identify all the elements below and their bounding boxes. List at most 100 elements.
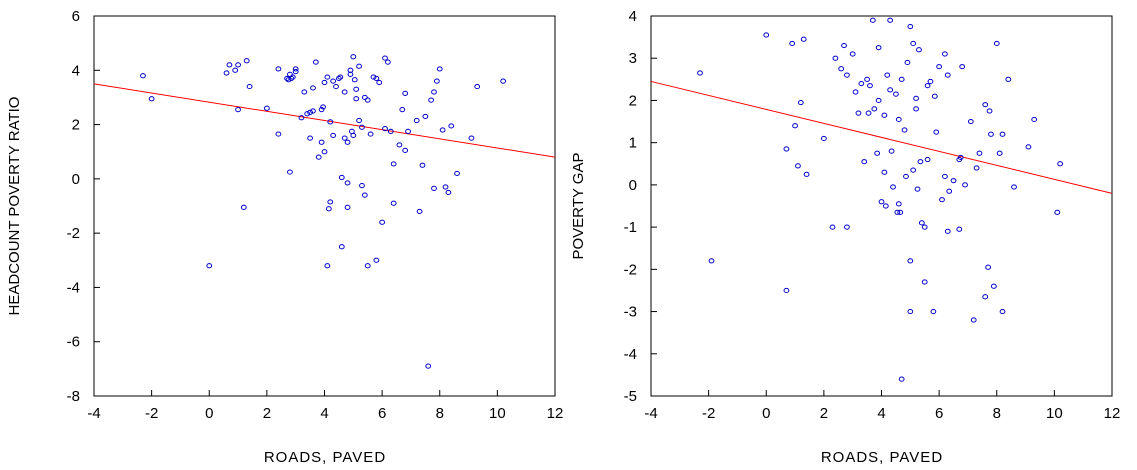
- scatter-point: [320, 104, 326, 110]
- scatter-point: [454, 170, 460, 177]
- scatter-point: [356, 63, 362, 69]
- scatter-point: [946, 188, 953, 194]
- scatter-point: [310, 108, 316, 114]
- scatter-point: [973, 165, 980, 171]
- scatter-points-group: [697, 17, 1064, 382]
- scatter-point: [893, 91, 899, 97]
- scatter-point: [898, 76, 905, 82]
- scatter-point: [376, 79, 383, 86]
- scatter-point: [921, 279, 928, 285]
- scatter-point: [431, 185, 437, 191]
- scatter-point: [881, 169, 888, 175]
- scatter-point: [936, 64, 943, 70]
- scatter-point: [243, 58, 250, 64]
- scatter-point: [364, 263, 371, 269]
- y-tick-label: 1: [629, 135, 637, 152]
- scatter-point: [315, 154, 322, 160]
- scatter-point: [336, 75, 342, 82]
- scatter-point: [324, 74, 331, 80]
- x-axis-title: ROADS, PAVED: [821, 449, 943, 466]
- scatter-point: [226, 62, 233, 68]
- scatter-point: [275, 66, 282, 72]
- scatter-point: [783, 287, 790, 294]
- scatter-point: [307, 135, 313, 141]
- scatter-point: [985, 264, 992, 270]
- fit-line-group: [93, 83, 556, 158]
- scatter-point: [361, 192, 368, 198]
- scatter-point: [390, 161, 397, 167]
- scatter-point: [941, 173, 948, 180]
- y-tick-label: -5: [624, 388, 637, 405]
- scatter-point: [990, 283, 997, 289]
- scatter-point: [803, 171, 810, 177]
- x-tick-label: 12: [547, 405, 564, 422]
- scatter-point: [436, 66, 443, 72]
- scatter-point: [367, 131, 374, 137]
- scatter-point: [428, 97, 435, 103]
- fit-line: [650, 80, 1113, 194]
- scatter-point: [390, 200, 397, 206]
- scatter-point: [829, 224, 836, 230]
- scatter-point: [348, 128, 355, 134]
- scatter-point: [338, 244, 345, 250]
- scatter-point: [384, 59, 391, 65]
- scatter-point: [321, 149, 328, 155]
- x-tick-label: 4: [877, 405, 885, 422]
- scatter-point: [887, 17, 894, 23]
- scatter-point: [898, 376, 905, 382]
- scatter-point: [939, 197, 945, 203]
- scatter-point: [246, 83, 253, 90]
- x-tick-label: 4: [320, 405, 328, 422]
- scatter-point: [382, 126, 388, 132]
- scatter-point: [957, 154, 964, 161]
- scatter-point: [140, 73, 146, 79]
- scatter-point: [350, 54, 357, 60]
- scatter-point: [318, 139, 325, 145]
- scatter-point: [288, 75, 295, 82]
- x-tick-label: 8: [436, 405, 444, 422]
- scatter-point: [442, 184, 449, 190]
- scatter-point: [789, 40, 796, 47]
- scatter-point: [1005, 76, 1012, 82]
- scatter-point: [967, 118, 974, 125]
- scatter-point: [356, 117, 362, 124]
- scatter-point: [930, 308, 937, 315]
- scatter-point: [433, 78, 440, 84]
- scatter-point: [327, 119, 334, 125]
- scatter-point: [855, 110, 862, 116]
- scatter-point: [431, 89, 437, 95]
- plot-frame: [650, 15, 1113, 397]
- scatter-point: [361, 94, 368, 101]
- scatter-point: [904, 59, 911, 66]
- scatter-point: [993, 40, 1000, 47]
- scatter-point: [347, 67, 354, 73]
- scatter-point: [888, 148, 895, 154]
- plot-frame: [93, 15, 556, 397]
- scatter-point: [871, 106, 878, 112]
- scatter-point: [425, 363, 432, 369]
- scatter-point: [373, 75, 380, 82]
- scatter-point: [897, 209, 904, 215]
- scatter-point: [232, 67, 239, 73]
- scatter-point: [999, 308, 1006, 315]
- scatter-point: [865, 110, 872, 116]
- scatter-point: [986, 108, 993, 114]
- scatter-point: [1054, 209, 1061, 215]
- scatter-point: [1031, 116, 1038, 123]
- scatter-point: [359, 124, 365, 130]
- x-tick-label: 6: [935, 405, 943, 422]
- y-tick-label: -2: [67, 225, 80, 242]
- scatter-point: [275, 131, 282, 137]
- y-tick-label: 6: [72, 8, 80, 25]
- fit-line-group: [650, 80, 1113, 194]
- scatter-point: [341, 135, 348, 141]
- y-axis-ticks: -5 -4 -3 -2 -1 0 1 2 3 4: [624, 8, 657, 405]
- scatter-point: [890, 184, 896, 190]
- y-tick-label: 2: [72, 117, 80, 134]
- scatter-point: [933, 129, 940, 135]
- scatter-point: [924, 83, 931, 89]
- scatter-point: [327, 199, 334, 205]
- scatter-point: [321, 79, 328, 86]
- y-tick-label: 3: [629, 50, 637, 67]
- scatter-point: [285, 77, 292, 83]
